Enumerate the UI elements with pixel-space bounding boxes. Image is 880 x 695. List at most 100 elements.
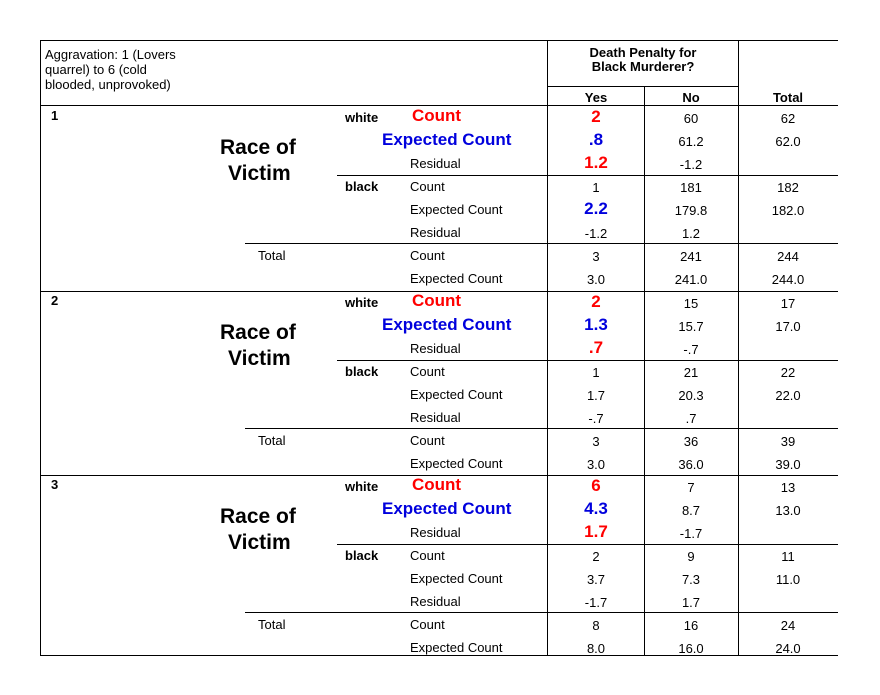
race-total-rule — [245, 243, 838, 244]
cell-no: 8.7 — [681, 503, 701, 518]
cell-total: 39.0 — [775, 457, 801, 472]
race-of-victim-label-line-2: Victim — [228, 531, 291, 554]
cell-no: 7 — [687, 480, 695, 495]
statistic-label-expected: Expected Count — [382, 315, 512, 334]
column-header-total: Total — [772, 90, 804, 105]
cell-no: 15 — [683, 296, 699, 311]
statistic-label-expected: Expected Count — [382, 499, 512, 518]
row-variable-label-line-1: Aggravation: 1 (Lovers — [45, 47, 176, 62]
total-label: Total — [258, 617, 286, 632]
column-header-yes: Yes — [584, 90, 608, 105]
cell-total: 39 — [780, 434, 796, 449]
cell-yes: 1.7 — [586, 388, 606, 403]
white-black-rule — [337, 360, 838, 361]
cell-yes: 3 — [592, 249, 600, 264]
column-variable-label-line-1: Death Penalty for — [589, 45, 697, 60]
cell-no: .7 — [685, 411, 697, 426]
cell-total: 182.0 — [771, 203, 805, 218]
cell-yes: 1 — [592, 180, 600, 195]
statistic-label-expected: Expected Count — [410, 456, 503, 471]
statistic-label-expected: Expected Count — [410, 640, 503, 655]
statistic-label-expected: Expected Count — [410, 571, 503, 586]
statistic-label-expected: Expected Count — [410, 202, 503, 217]
race-of-victim-label-line-1: Race of — [220, 136, 296, 159]
cell-total: 11 — [781, 549, 795, 564]
statistic-label-expected: Expected Count — [410, 387, 503, 402]
cell-total: 17.0 — [775, 319, 801, 334]
statistic-label-residual: Residual — [410, 525, 461, 540]
white-black-rule — [337, 175, 838, 176]
race-label-black: black — [345, 364, 379, 379]
level-separator-3 — [40, 475, 838, 476]
cell-yes: 2 — [591, 107, 601, 126]
race-of-victim-label-line-1: Race of — [220, 321, 296, 344]
cell-total: 182 — [777, 180, 799, 195]
cell-yes: 3 — [592, 434, 600, 449]
statistic-label-residual: Residual — [410, 341, 461, 356]
column-variable-label-line-2: Black Murderer? — [591, 59, 695, 74]
statistic-label-count: Count — [410, 179, 445, 194]
cell-no: 181 — [680, 180, 702, 195]
row-variable-label-line-2: quarrel) to 6 (cold — [45, 62, 147, 77]
total-column-left-rule — [738, 40, 739, 655]
race-total-rule — [245, 612, 838, 613]
race-total-rule — [245, 428, 838, 429]
total-label: Total — [258, 248, 286, 263]
yes-column-left-rule — [547, 40, 548, 655]
level-id: 1 — [51, 108, 59, 123]
cell-yes: 2 — [591, 292, 601, 311]
statistic-label-count: Count — [412, 475, 462, 494]
cell-no: 36.0 — [678, 457, 704, 472]
cell-no: 9 — [687, 549, 695, 564]
cell-no: -.7 — [683, 342, 699, 357]
race-of-victim-label-line-2: Victim — [228, 347, 291, 370]
cell-yes: 1.7 — [584, 522, 608, 541]
race-label-black: black — [345, 179, 379, 194]
level-id: 2 — [51, 293, 59, 308]
cell-total: 24.0 — [775, 641, 801, 656]
cell-no: 21 — [683, 365, 699, 380]
statistic-label-count: Count — [410, 248, 445, 263]
cell-yes: 2 — [592, 549, 600, 564]
race-label-white: white — [345, 295, 379, 310]
statistic-label-count: Count — [410, 364, 445, 379]
header-bottom-rule — [40, 105, 838, 106]
cell-no: 60 — [683, 111, 699, 126]
cell-total: 24 — [780, 618, 796, 633]
cell-total: 13.0 — [775, 503, 801, 518]
cell-yes: 1.2 — [584, 153, 608, 172]
cell-no: -1.2 — [679, 157, 703, 172]
cell-yes: 8.0 — [586, 641, 606, 656]
cell-no: 16.0 — [678, 641, 704, 656]
cell-no: 7.3 — [681, 572, 701, 587]
table-border-bottom — [40, 655, 838, 656]
cell-no: 20.3 — [678, 388, 704, 403]
column-header-no: No — [682, 90, 700, 105]
cell-total: 22.0 — [775, 388, 801, 403]
cell-total: 13 — [780, 480, 796, 495]
cell-total: 22 — [780, 365, 796, 380]
cell-yes: 2.2 — [584, 199, 608, 218]
statistic-label-expected: Expected Count — [410, 271, 503, 286]
statistic-label-residual: Residual — [410, 225, 461, 240]
cell-yes: 1 — [592, 365, 600, 380]
cell-yes: 6 — [591, 476, 601, 495]
cell-yes: 3.0 — [586, 457, 606, 472]
cell-no: 36 — [683, 434, 699, 449]
cell-yes: -.7 — [588, 411, 604, 426]
statistic-label-count: Count — [410, 548, 445, 563]
statistic-label-count: Count — [410, 617, 445, 632]
cell-yes: 4.3 — [584, 499, 608, 518]
race-label-white: white — [345, 479, 379, 494]
cell-no: -1.7 — [679, 526, 703, 541]
statistic-label-count: Count — [410, 433, 445, 448]
cell-total: 17 — [780, 296, 796, 311]
col-var-underline — [547, 86, 738, 87]
cell-no: 179.8 — [674, 203, 708, 218]
cell-yes: 3.0 — [586, 272, 606, 287]
statistic-label-count: Count — [412, 291, 462, 310]
total-label: Total — [258, 433, 286, 448]
statistic-label-residual: Residual — [410, 594, 461, 609]
table-border-left — [40, 40, 41, 655]
cell-total: 244.0 — [771, 272, 805, 287]
